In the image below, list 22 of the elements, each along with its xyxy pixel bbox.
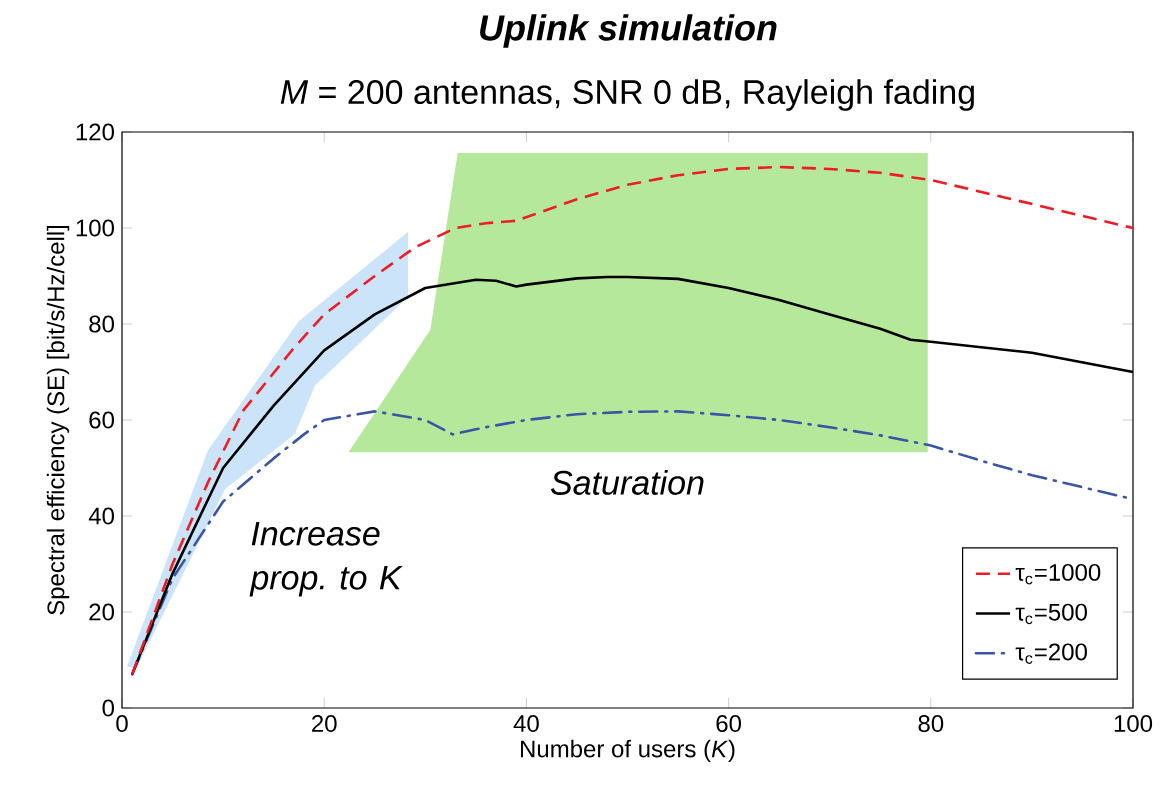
y-tick-label: 20 <box>89 603 115 621</box>
y-tick-label: 120 <box>76 123 114 141</box>
chart-title: Uplink simulation <box>480 14 777 48</box>
x-tick-label: 20 <box>312 715 337 733</box>
legend-label: τ$_{c}$=1000 <box>1015 563 1101 585</box>
annotation: Increase prop. to K <box>249 521 403 597</box>
y-axis-title: Spectral efficiency (SE) [bit/s/Hz/cell] <box>46 225 70 615</box>
y-tick-label: 100 <box>76 219 114 237</box>
legend-label: τ$_{c}$=500 <box>1015 603 1087 625</box>
y-tick-label: 40 <box>88 507 115 525</box>
chart-subtitle: M = 200 antennas, SNR 0 dB, Rayleigh fading <box>280 79 974 111</box>
annotation: Saturation <box>550 469 704 495</box>
y-tick-label: 0 <box>102 699 115 717</box>
legend-label: τ$_{c}$=200 <box>1015 643 1087 664</box>
y-tick-label: 60 <box>89 411 115 429</box>
x-tick-label: 0 <box>116 715 128 733</box>
x-tick-label: 60 <box>716 715 742 733</box>
y-tick-label: 80 <box>89 315 115 333</box>
x-axis-title: Number of users (K) <box>521 739 735 763</box>
x-tick-label: 40 <box>513 715 539 733</box>
x-tick-label: 80 <box>918 715 944 733</box>
x-tick-label: 100 <box>1114 715 1153 733</box>
